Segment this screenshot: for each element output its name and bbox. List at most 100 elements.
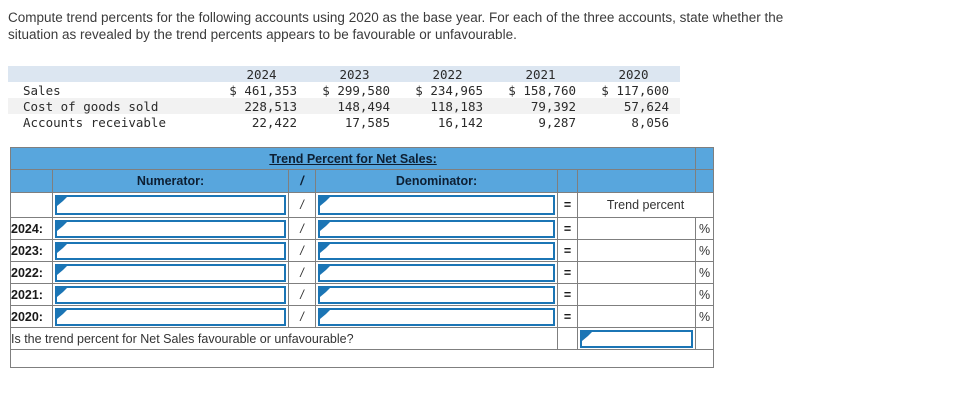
trend-percent-result-2020 — [576, 305, 697, 328]
cell-marker-icon — [57, 243, 67, 253]
cell-marker-icon — [320, 309, 330, 319]
account-value: $ 461,353 — [229, 82, 297, 98]
header-spacer-cell — [10, 169, 53, 193]
slash-divider: / — [288, 217, 316, 240]
cell-marker-icon — [320, 265, 330, 275]
account-value: $ 299,580 — [322, 82, 390, 98]
cell-marker-icon — [582, 331, 592, 341]
table-row-accounts-receivable: Accounts receivable 22,422 17,585 16,142… — [8, 114, 680, 130]
account-value: $ 234,965 — [415, 82, 483, 98]
numerator-input-general[interactable] — [55, 195, 286, 215]
denominator-input-2021[interactable] — [318, 285, 555, 304]
account-value: 8,056 — [631, 114, 669, 130]
slash-divider: / — [288, 261, 316, 284]
numerator-header: Numerator: — [52, 169, 289, 193]
accounts-data-table: 2024 2023 2022 2021 2020 Sales $ 461,353… — [8, 66, 680, 130]
header-spacer-cell — [695, 169, 715, 193]
cell-marker-icon — [320, 197, 330, 206]
slash-divider: / — [288, 283, 316, 306]
formula-row-2021: 2021: / = % — [10, 283, 715, 306]
account-value: 17,585 — [344, 114, 390, 130]
equals-sign: = — [557, 283, 578, 306]
year-header-2020: 2020 — [587, 66, 680, 82]
account-value: $ 117,600 — [601, 82, 669, 98]
year-header-2023: 2023 — [308, 66, 401, 82]
row-label-spacer — [10, 192, 53, 218]
question-spacer-cell — [557, 327, 578, 350]
year-header-2024: 2024 — [215, 66, 308, 82]
table-row-sales: Sales $ 461,353 $ 299,580 $ 234,965 $ 15… — [8, 82, 680, 98]
formula-row-2023: 2023: / = % — [10, 239, 715, 262]
formula-row-2022: 2022: / = % — [10, 261, 715, 284]
account-value: 148,494 — [308, 98, 401, 114]
numerator-input-2023[interactable] — [55, 241, 286, 260]
slash-divider: / — [288, 305, 316, 328]
slash-divider: / — [288, 239, 316, 262]
account-value: 79,392 — [494, 98, 587, 114]
formula-row-2020: 2020: / = % — [10, 305, 715, 328]
denominator-input-2024[interactable] — [318, 219, 555, 238]
account-value: $ 158,760 — [508, 82, 576, 98]
denominator-header: Denominator: — [315, 169, 558, 193]
year-label-2023: 2023: — [10, 239, 53, 262]
account-value: 118,183 — [401, 98, 494, 114]
empty-footer-cell — [9, 349, 715, 368]
equals-sign: = — [557, 192, 578, 218]
formula-row-general: / = Trend percent — [10, 192, 715, 218]
percent-sign: % — [695, 305, 715, 328]
cell-marker-icon — [320, 221, 330, 231]
worksheet-title: Trend Percent for Net Sales: — [9, 147, 697, 170]
numerator-input-2022[interactable] — [55, 263, 286, 282]
account-value: 57,624 — [587, 98, 680, 114]
slash-divider: / — [288, 169, 316, 193]
account-label: Cost of goods sold — [8, 98, 215, 114]
account-label: Accounts receivable — [23, 114, 166, 130]
accounts-header-row: 2024 2023 2022 2021 2020 — [8, 66, 680, 82]
question-row: Is the trend percent for Net Sales favou… — [10, 327, 715, 350]
year-header-2022: 2022 — [401, 66, 494, 82]
table-row-cogs: Cost of goods sold 228,513 148,494 118,1… — [8, 98, 680, 114]
equals-sign: = — [557, 217, 578, 240]
trend-percent-label: Trend percent — [576, 192, 715, 218]
denominator-input-2022[interactable] — [318, 263, 555, 282]
instructions-line-1: Compute trend percents for the following… — [8, 10, 784, 25]
year-label-2020: 2020: — [10, 305, 53, 328]
empty-footer-row — [9, 349, 715, 368]
percent-sign: % — [695, 239, 715, 262]
denominator-input-general[interactable] — [318, 195, 555, 215]
account-value: 228,513 — [215, 98, 308, 114]
equals-sign: = — [557, 261, 578, 284]
numerator-input-2021[interactable] — [55, 285, 286, 304]
percent-sign: % — [695, 261, 715, 284]
worksheet-title-row: Trend Percent for Net Sales: — [9, 147, 715, 170]
title-row-end-cell — [695, 147, 715, 170]
account-label: Sales — [23, 82, 61, 98]
favourable-unfavourable-input[interactable] — [580, 329, 694, 348]
cell-marker-icon — [57, 197, 67, 206]
instructions-line-2: situation as revealed by the trend perce… — [8, 27, 517, 42]
denominator-input-2023[interactable] — [318, 241, 555, 260]
year-label-2022: 2022: — [10, 261, 53, 284]
header-spacer-cell — [557, 169, 578, 193]
cell-marker-icon — [57, 309, 67, 319]
trend-percent-result-2021 — [576, 283, 697, 306]
trend-percent-result-2023 — [576, 239, 697, 262]
formula-row-2024: 2024: / = % — [10, 217, 715, 240]
cell-marker-icon — [57, 221, 67, 231]
denominator-input-2020[interactable] — [318, 307, 555, 326]
header-spacer-cell — [576, 169, 697, 193]
equals-sign: = — [557, 239, 578, 262]
trend-percent-worksheet: Trend Percent for Net Sales: Numerator: … — [9, 147, 715, 368]
trend-percent-result-2022 — [576, 261, 697, 284]
account-value: 9,287 — [538, 114, 576, 130]
numerator-input-2020[interactable] — [55, 307, 286, 326]
account-value: 16,142 — [437, 114, 483, 130]
numerator-input-2024[interactable] — [55, 219, 286, 238]
worksheet-column-header-row: Numerator: / Denominator: — [10, 169, 715, 193]
cell-marker-icon — [320, 287, 330, 297]
percent-sign: % — [695, 217, 715, 240]
trend-percent-result-2024 — [576, 217, 697, 240]
slash-divider: / — [288, 192, 316, 218]
equals-sign: = — [557, 305, 578, 328]
year-label-2024: 2024: — [10, 217, 53, 240]
